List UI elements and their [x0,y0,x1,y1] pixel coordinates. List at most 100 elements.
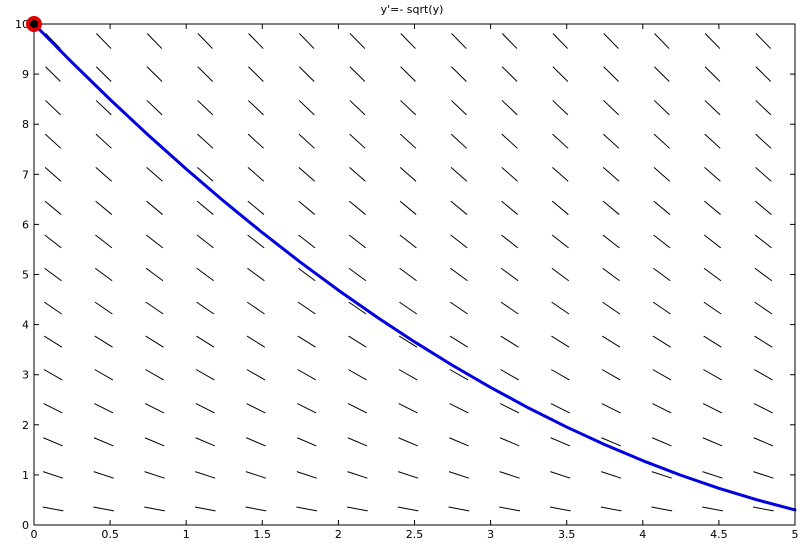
slope-segment [550,369,570,381]
slope-segment [600,506,622,512]
slope-segment [500,267,519,282]
slope-segment [195,403,215,414]
slope-segment [653,100,670,116]
slope-segment [603,100,620,116]
slope-segment [44,234,62,249]
slope-segment [449,369,469,381]
slope-segment [754,335,773,348]
slope-segment [398,335,418,348]
slope-segment [500,369,519,381]
slope-segment [94,301,113,315]
slope-segment [45,100,61,116]
slope-segment [347,437,368,447]
slope-segment [196,167,214,182]
slope-segment [145,234,164,249]
slope-segment [44,133,62,149]
slope-segment [298,133,315,149]
slope-segment [400,133,417,149]
slope-segment [399,200,417,215]
slope-segment [95,100,112,116]
x-tick-label: 1.5 [254,528,272,541]
y-tick-label: 3 [22,369,29,382]
slope-segment [145,301,164,315]
slope-segment [144,506,165,512]
slope-segment [195,471,216,479]
slope-segment [298,200,316,215]
slope-segment [755,100,772,116]
slope-segment [703,369,722,381]
slope-segment [146,167,163,182]
slope-segment [602,200,620,215]
slope-segment [45,33,61,49]
slope-segment [145,369,164,381]
slope-segment [146,100,163,116]
slope-segment [703,234,722,249]
slope-segment [552,133,569,149]
slope-segment [601,471,622,479]
slope-segment [43,369,63,381]
slope-segment [552,167,569,182]
slope-segment [93,437,114,447]
slope-segment [653,133,670,149]
slope-segment [753,471,774,479]
slope-segment [501,33,518,49]
slope-segment [95,234,113,249]
slope-segment [94,335,113,348]
slope-segment [93,471,114,479]
y-tick-label: 4 [22,319,29,332]
solution-curve [32,22,797,512]
slope-segment [499,437,520,447]
slope-segment [450,200,468,215]
slope-segment [703,301,722,315]
y-tick-label: 7 [22,168,29,181]
slope-segment [450,167,468,182]
slope-segment [702,471,723,479]
slope-segment [754,301,773,315]
slope-segment [144,471,165,479]
axes: 0 0.5 1 1.5 2 2.5 3 3.5 4 4.5 5 0 1 2 3 4 5 6 7 8 9 10 [15,18,799,541]
slope-segment [196,335,215,348]
slope-segment [652,335,671,348]
slope-segment [653,66,670,82]
slope-segment [702,403,723,414]
slope-segment [451,66,467,82]
slope-segment [347,506,368,512]
slope-segment [197,33,213,49]
slope-segment [450,100,467,116]
slope-segment [194,506,216,512]
x-tick-label: 5 [792,528,799,541]
slope-segment [95,167,112,182]
slope-segment [297,335,316,348]
slope-segment [601,403,621,414]
slope-segment [551,301,570,315]
slope-segment [550,437,571,447]
slope-segment [397,471,419,479]
slope-segment [398,437,418,447]
slope-segment [400,66,416,82]
slope-segment [755,66,772,82]
slope-segment [550,403,570,414]
slope-segment [246,369,266,381]
slope-segment [399,234,417,249]
slope-segment [349,167,366,182]
slope-segment [704,100,721,116]
slope-segment [448,506,470,512]
slope-segment [704,167,721,182]
slope-segment [500,301,519,315]
slope-segment [349,200,366,215]
slope-segment [44,301,62,315]
slope-segment [347,403,368,414]
x-tick-label: 4 [639,528,646,541]
slope-segment [602,267,620,282]
slope-segment [601,437,622,447]
slope-segment [348,301,367,315]
slope-segment [298,100,315,116]
x-tick-label: 1 [183,528,190,541]
x-tick-label: 0 [31,528,38,541]
slope-segment [653,234,671,249]
slope-segment [45,66,61,82]
series-layer [32,22,797,512]
slope-segment [248,66,264,82]
x-tick-label: 0.5 [101,528,119,541]
slope-segment [42,506,64,512]
